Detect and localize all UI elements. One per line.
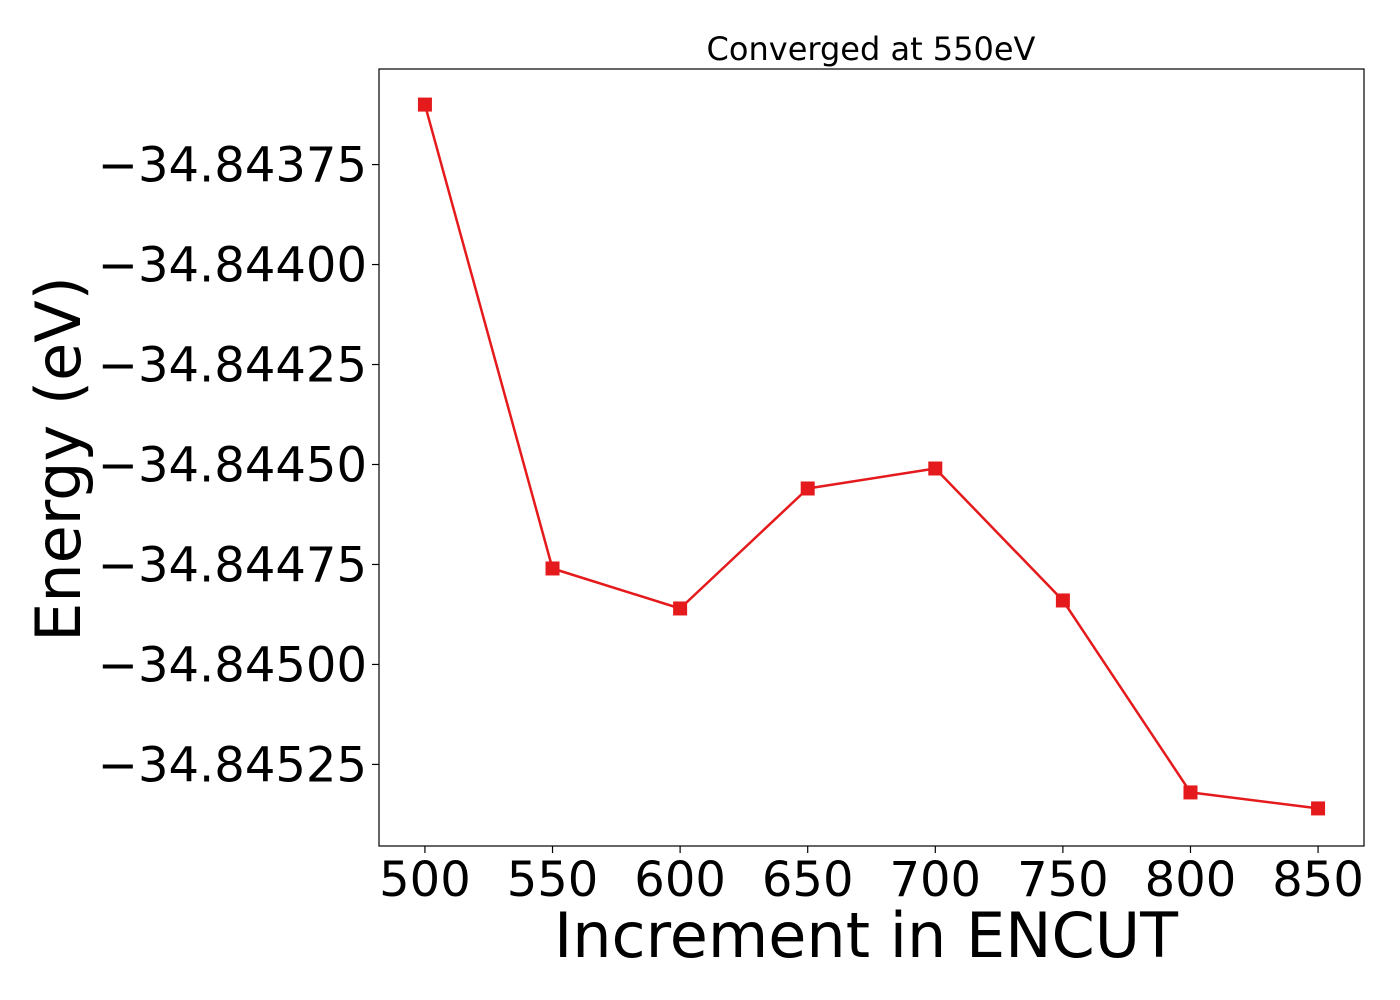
y-tick-label: −34.84400 [98, 238, 367, 294]
y-tick-label: −34.84475 [98, 537, 367, 593]
x-tick-label: 550 [507, 852, 599, 908]
data-point-marker [928, 461, 943, 476]
x-axis-label: Increment in ENCUT [554, 899, 1179, 972]
data-point-marker [673, 601, 688, 616]
y-tick-label: −34.84375 [98, 138, 367, 194]
y-axis-label: Energy (eV) [22, 276, 95, 642]
x-tick-label: 750 [1017, 852, 1109, 908]
chart-title: Converged at 550eV [707, 30, 1036, 68]
data-point-marker [1183, 785, 1198, 800]
series-line [423, 104, 1319, 810]
data-point-marker [1055, 593, 1070, 608]
plot-frame [378, 68, 1365, 847]
x-tick-label: 800 [1145, 852, 1237, 908]
y-tick-label: −34.84425 [98, 338, 367, 394]
data-point-marker [1311, 801, 1326, 816]
data-point-marker [545, 561, 560, 576]
x-tick-label: 700 [889, 852, 981, 908]
y-tick-label: −34.84450 [98, 437, 367, 493]
y-tick-label: −34.84525 [98, 737, 367, 793]
plot-area: 500 550 600 650 700 750 800 850 −34.84375 −34.844… [98, 68, 1365, 908]
x-tick-label: 850 [1272, 852, 1364, 908]
x-tick-label: 500 [379, 852, 471, 908]
x-tick-label: 600 [634, 852, 726, 908]
data-point-marker [800, 481, 815, 496]
data-point-marker [417, 97, 432, 112]
y-tick-label: −34.84500 [98, 637, 367, 693]
x-tick-label: 650 [762, 852, 854, 908]
